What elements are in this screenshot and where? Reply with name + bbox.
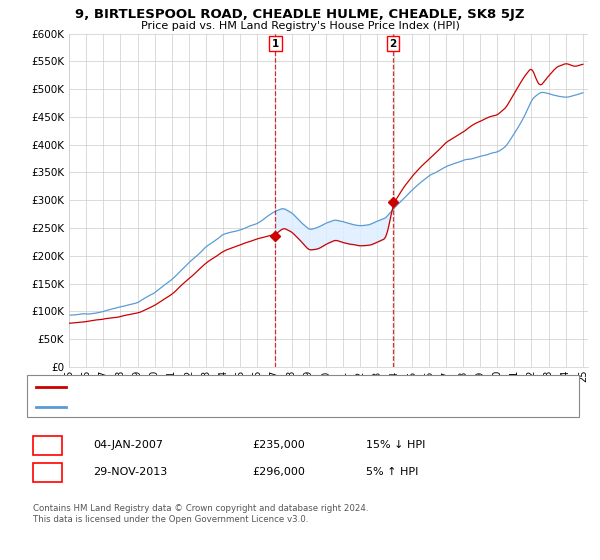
Text: £235,000: £235,000 (252, 440, 305, 450)
Text: Price paid vs. HM Land Registry's House Price Index (HPI): Price paid vs. HM Land Registry's House … (140, 21, 460, 31)
Text: 5% ↑ HPI: 5% ↑ HPI (366, 466, 418, 477)
Text: Contains HM Land Registry data © Crown copyright and database right 2024.
This d: Contains HM Land Registry data © Crown c… (33, 504, 368, 524)
Text: 1: 1 (44, 440, 51, 450)
Text: 15% ↓ HPI: 15% ↓ HPI (366, 440, 425, 450)
Text: 2: 2 (389, 39, 397, 49)
Text: 29-NOV-2013: 29-NOV-2013 (93, 466, 167, 477)
Text: 9, BIRTLESPOOL ROAD, CHEADLE HULME, CHEADLE, SK8 5JZ (detached house): 9, BIRTLESPOOL ROAD, CHEADLE HULME, CHEA… (72, 382, 481, 392)
Text: 1: 1 (272, 39, 279, 49)
Text: 9, BIRTLESPOOL ROAD, CHEADLE HULME, CHEADLE, SK8 5JZ: 9, BIRTLESPOOL ROAD, CHEADLE HULME, CHEA… (75, 8, 525, 21)
Text: 04-JAN-2007: 04-JAN-2007 (93, 440, 163, 450)
Text: HPI: Average price, detached house, Stockport: HPI: Average price, detached house, Stoc… (72, 402, 316, 412)
Text: 2: 2 (44, 466, 51, 477)
Text: £296,000: £296,000 (252, 466, 305, 477)
